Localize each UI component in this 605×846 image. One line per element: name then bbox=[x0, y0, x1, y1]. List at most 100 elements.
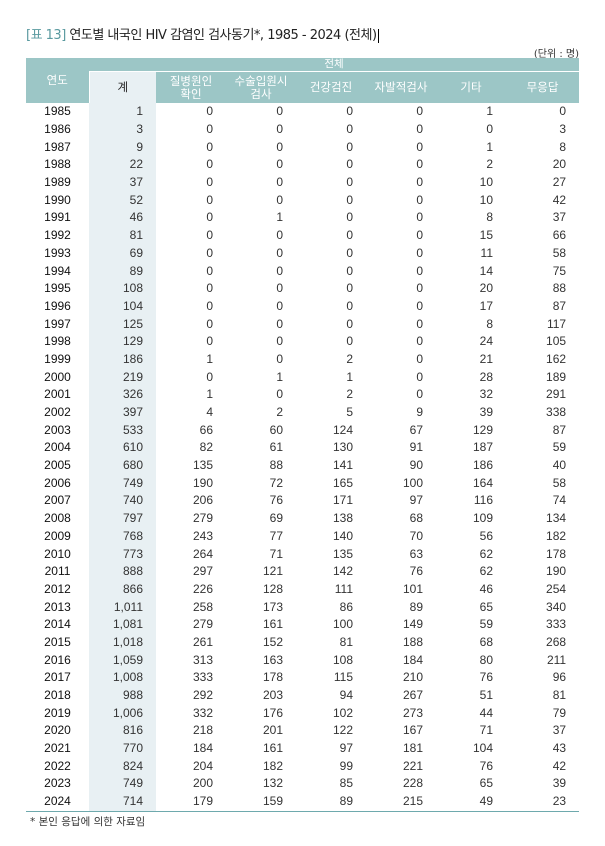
cell-surgery-admission-test: 2 bbox=[276, 405, 283, 420]
cell-total: 1,006 bbox=[89, 704, 156, 723]
cell-total: 1 bbox=[89, 103, 156, 121]
cell-surgery-admission-test: 0 bbox=[276, 139, 283, 154]
cell-no-response: 268 bbox=[546, 634, 567, 649]
cell-disease-confirmation: 226 bbox=[192, 581, 213, 596]
cell-surgery-admission-test: 76 bbox=[269, 493, 283, 508]
cell-year: 2004 bbox=[44, 440, 71, 455]
cell-disease-confirmation: 0 bbox=[206, 139, 213, 154]
cell-disease-confirmation: 279 bbox=[192, 617, 213, 632]
cell-voluntary-test: 0 bbox=[416, 281, 423, 296]
cell-year: 2019 bbox=[44, 705, 71, 720]
cell-no-response: 66 bbox=[552, 228, 567, 243]
cell-voluntary-test: 0 bbox=[416, 122, 423, 137]
table-row: 2008 797 279 69 138 68 109 134 bbox=[26, 509, 579, 528]
cell-year: 1988 bbox=[44, 157, 71, 172]
table-row: 2014 1,081 279 161 100 149 59 333 bbox=[26, 615, 579, 634]
cell-disease-confirmation: 135 bbox=[192, 458, 213, 473]
cell-total: 770 bbox=[89, 739, 156, 758]
cell-disease-confirmation: 0 bbox=[206, 263, 213, 278]
cell-total: 326 bbox=[89, 386, 156, 404]
cell-surgery-admission-test: 0 bbox=[276, 228, 283, 243]
cell-disease-confirmation: 279 bbox=[192, 511, 213, 526]
cell-health-checkup: 108 bbox=[332, 652, 353, 667]
cell-surgery-admission-test: 0 bbox=[276, 334, 283, 349]
cell-disease-confirmation: 0 bbox=[206, 245, 213, 260]
cell-surgery-admission-test: 69 bbox=[269, 511, 283, 526]
cell-health-checkup: 99 bbox=[339, 758, 353, 773]
cell-year: 2013 bbox=[44, 599, 71, 614]
cell-no-response: 42 bbox=[552, 758, 567, 773]
cell-voluntary-test: 267 bbox=[402, 688, 423, 703]
cell-no-response: 23 bbox=[506, 792, 580, 812]
cell-no-response: 134 bbox=[546, 511, 567, 526]
cell-total: 749 bbox=[89, 775, 156, 793]
cell-health-checkup: 2 bbox=[346, 351, 353, 366]
cell-surgery-admission-test: 161 bbox=[262, 617, 283, 632]
cell-no-response: 40 bbox=[552, 458, 567, 473]
cell-health-checkup: 0 bbox=[346, 175, 353, 190]
cell-other: 21 bbox=[479, 351, 493, 366]
cell-other: 8 bbox=[486, 210, 493, 225]
cell-disease-confirmation: 82 bbox=[199, 440, 213, 455]
cell-health-checkup: 0 bbox=[346, 334, 353, 349]
cell-disease-confirmation: 4 bbox=[206, 405, 213, 420]
cell-surgery-admission-test: 0 bbox=[276, 192, 283, 207]
cell-year: 1990 bbox=[44, 192, 71, 207]
cell-no-response: 37 bbox=[552, 723, 567, 738]
cell-surgery-admission-test: 152 bbox=[262, 634, 283, 649]
cell-other: 186 bbox=[472, 458, 493, 473]
cell-total: 129 bbox=[89, 332, 156, 351]
header-disease-confirmation: 질병원인 확인 bbox=[156, 71, 226, 103]
cell-no-response: 189 bbox=[546, 369, 567, 384]
cell-voluntary-test: 0 bbox=[416, 387, 423, 402]
cell-health-checkup: 142 bbox=[332, 564, 353, 579]
cell-voluntary-test: 68 bbox=[409, 511, 423, 526]
cell-total: 888 bbox=[89, 562, 156, 581]
header-no-response: 무응답 bbox=[506, 71, 580, 103]
cell-surgery-admission-test: 176 bbox=[262, 705, 283, 720]
cell-disease-confirmation: 0 bbox=[206, 281, 213, 296]
cell-surgery-admission-test: 0 bbox=[276, 316, 283, 331]
cell-other: 2 bbox=[486, 157, 493, 172]
cell-disease-confirmation: 200 bbox=[192, 776, 213, 791]
cell-health-checkup: 122 bbox=[332, 723, 353, 738]
cell-voluntary-test: 215 bbox=[366, 792, 436, 812]
cell-year: 2002 bbox=[44, 405, 71, 420]
cell-other: 10 bbox=[479, 192, 493, 207]
cell-no-response: 20 bbox=[552, 157, 567, 172]
cell-no-response: 8 bbox=[559, 139, 567, 154]
cell-no-response: 88 bbox=[552, 281, 567, 296]
cell-surgery-admission-test: 201 bbox=[262, 723, 283, 738]
cell-voluntary-test: 0 bbox=[416, 316, 423, 331]
cell-year: 1995 bbox=[44, 281, 71, 296]
cell-health-checkup: 85 bbox=[339, 776, 353, 791]
cell-total: 219 bbox=[89, 368, 156, 386]
table-row: 2017 1,008 333 178 115 210 76 96 bbox=[26, 669, 579, 687]
cell-other: 51 bbox=[479, 688, 493, 703]
cell-other: 104 bbox=[472, 741, 493, 756]
cell-other: 71 bbox=[479, 723, 493, 738]
cell-disease-confirmation: 297 bbox=[192, 564, 213, 579]
cell-other: 11 bbox=[480, 245, 493, 260]
cell-total: 22 bbox=[89, 156, 156, 174]
cell-other: 8 bbox=[486, 316, 493, 331]
cell-total: 186 bbox=[89, 350, 156, 369]
cell-surgery-admission-test: 88 bbox=[269, 458, 283, 473]
table-row: 2000 219 0 1 1 0 28 189 bbox=[26, 368, 579, 386]
table-row: 1986 3 0 0 0 0 0 3 bbox=[26, 120, 579, 139]
cell-surgery-admission-test: 0 bbox=[276, 175, 283, 190]
table-row: 2020 816 218 201 122 167 71 37 bbox=[26, 722, 579, 740]
cell-health-checkup: 100 bbox=[332, 617, 353, 632]
cell-surgery-admission-test: 1 bbox=[276, 369, 283, 384]
cell-other: 65 bbox=[479, 776, 493, 791]
cell-year: 1992 bbox=[44, 228, 71, 243]
cell-health-checkup: 0 bbox=[346, 281, 353, 296]
cell-year: 2018 bbox=[44, 688, 71, 703]
cell-total: 108 bbox=[89, 279, 156, 298]
cell-disease-confirmation: 206 bbox=[192, 493, 213, 508]
cell-health-checkup: 86 bbox=[339, 599, 353, 614]
cell-voluntary-test: 149 bbox=[402, 617, 423, 632]
cell-disease-confirmation: 333 bbox=[192, 670, 213, 685]
cell-total: 988 bbox=[89, 686, 156, 705]
cell-year: 2012 bbox=[44, 581, 71, 596]
